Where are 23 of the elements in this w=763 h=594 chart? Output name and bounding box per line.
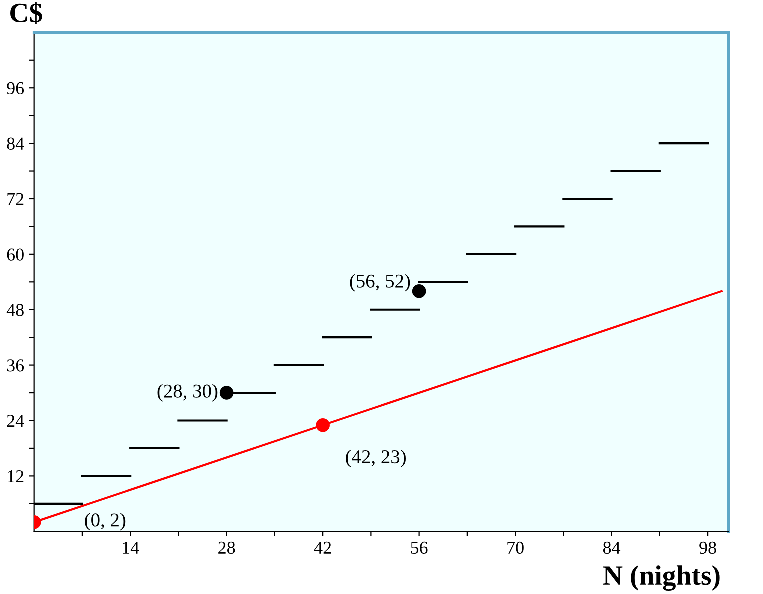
y-axis-title: C$ (10, 2, 42, 24)
y-tick-label: 84 (7, 138, 24, 150)
y-tick-label: 24 (7, 415, 24, 428)
annotation: (42, 23) (346, 450, 406, 468)
y-tick-label: 12 (8, 470, 24, 482)
x-tick-label: 56 (411, 542, 428, 554)
annotation: (0, 2) (85, 513, 126, 531)
point (220, 386, 234, 400)
annotation: (56, 52) (350, 274, 410, 292)
y-tick-label: 48 (6, 304, 24, 316)
x-tick-label: 70 (508, 542, 524, 554)
annotation: (28, 30) (158, 384, 218, 402)
x-tick-label: 14 (123, 542, 140, 554)
x-axis-title: N (nights) (604, 566, 720, 592)
x-tick-label: 42 (314, 542, 332, 554)
x-tick-label: 98 (700, 542, 716, 554)
y-tick-label: 96 (7, 82, 24, 95)
x-tick-label: 28 (218, 542, 236, 554)
x-tick-label: 84 (603, 542, 621, 554)
y-tick-label: 36 (7, 360, 24, 372)
point (412, 284, 426, 298)
y-tick-label: 60 (7, 248, 24, 261)
y-tick-label: 72 (8, 193, 24, 206)
